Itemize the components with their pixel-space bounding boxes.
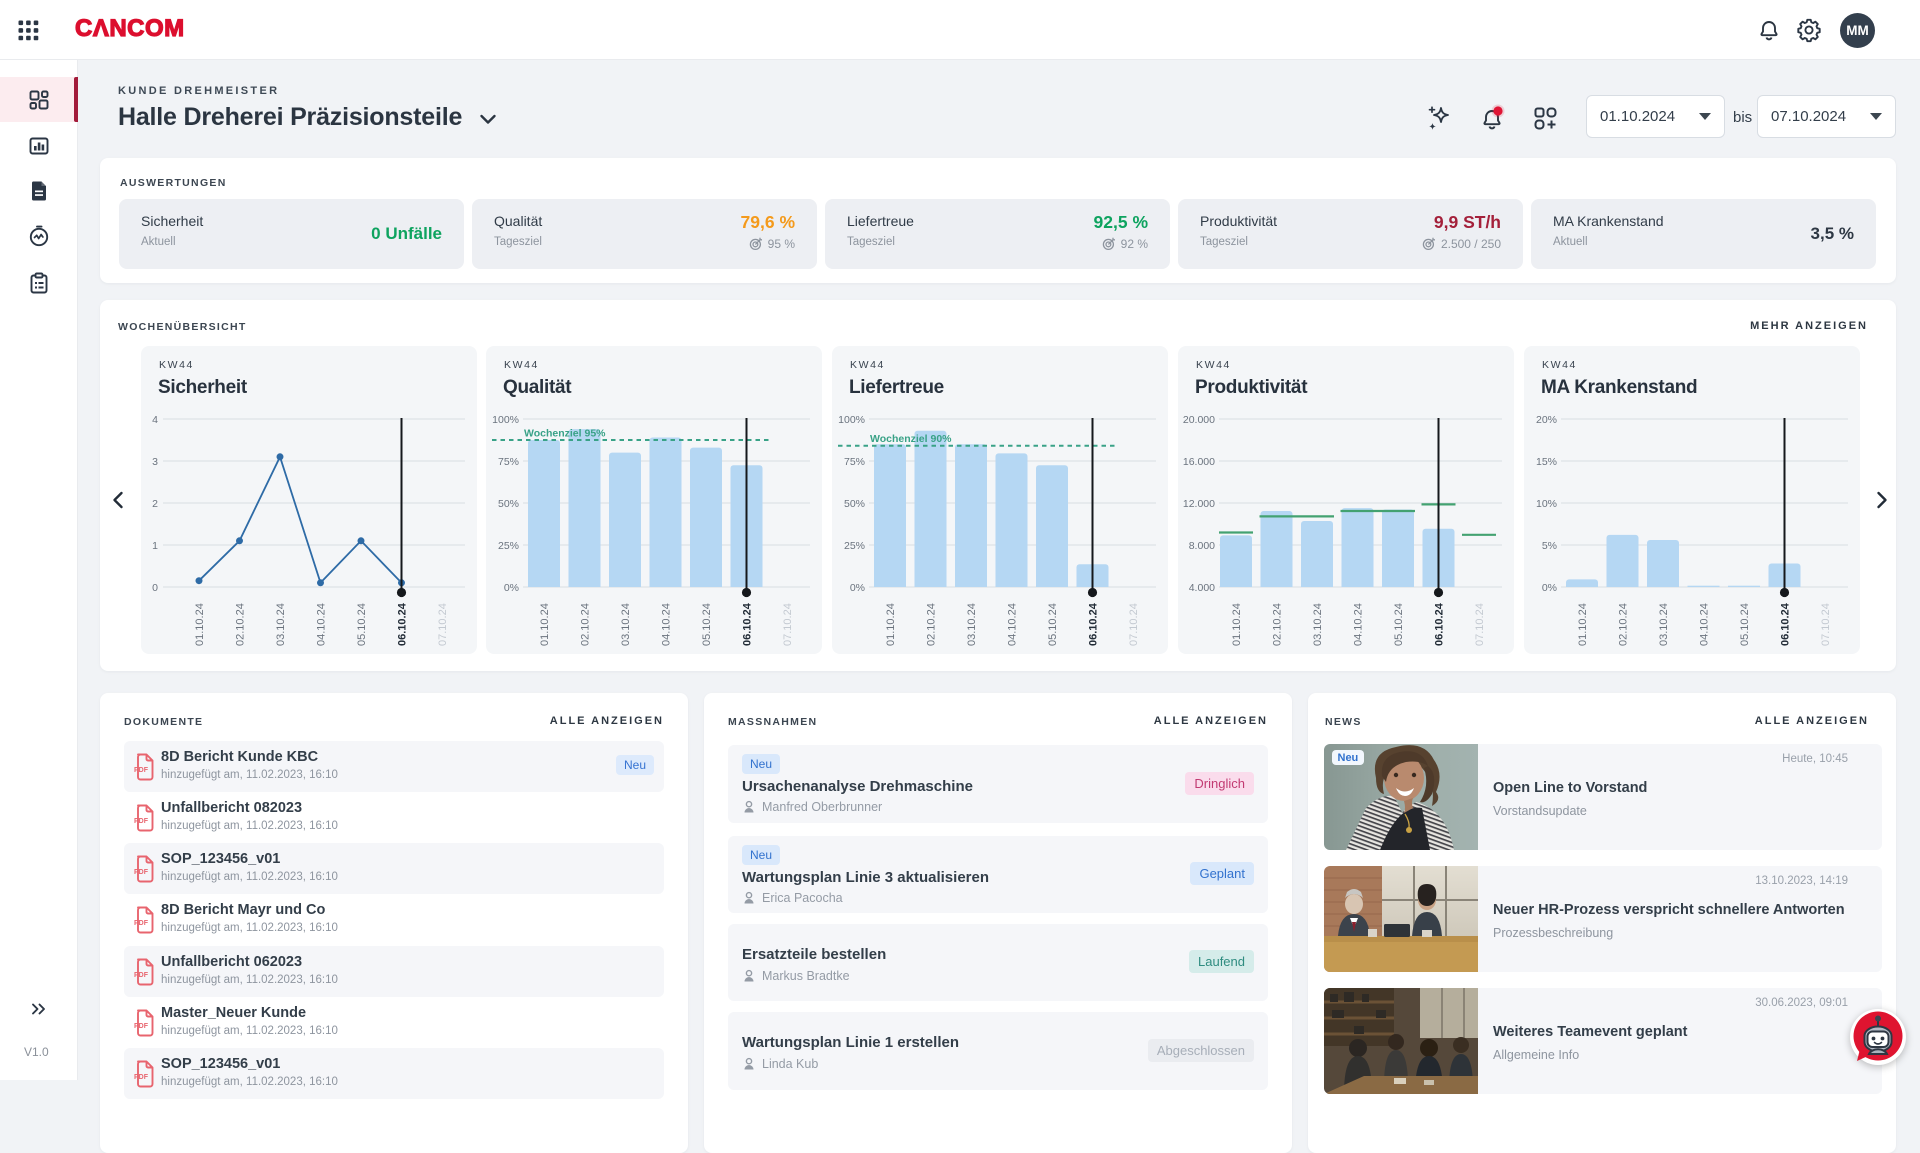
svg-text:100%: 100% — [838, 414, 865, 426]
svg-text:25%: 25% — [498, 540, 519, 552]
svg-text:Qualität: Qualität — [503, 377, 572, 398]
svg-text:Liefertreue: Liefertreue — [849, 377, 944, 398]
svg-text:06.10.24: 06.10.24 — [742, 602, 754, 646]
svg-text:03.10.24: 03.10.24 — [1658, 603, 1670, 646]
svg-text:04.10.24: 04.10.24 — [1353, 603, 1365, 646]
svg-text:4.000: 4.000 — [1189, 582, 1215, 594]
svg-text:03.10.24: 03.10.24 — [1312, 603, 1324, 646]
svg-text:Wochenziel 90%: Wochenziel 90% — [870, 433, 952, 445]
svg-text:0%: 0% — [504, 582, 519, 594]
svg-text:06.10.24: 06.10.24 — [1780, 602, 1792, 646]
svg-text:01.10.24: 01.10.24 — [885, 603, 897, 646]
svg-text:01.10.24: 01.10.24 — [539, 603, 551, 646]
svg-text:25%: 25% — [844, 540, 865, 552]
svg-text:07.10.24: 07.10.24 — [1820, 603, 1832, 646]
svg-text:PDF: PDF — [134, 818, 149, 825]
svg-text:75%: 75% — [498, 456, 519, 468]
svg-text:02.10.24: 02.10.24 — [926, 603, 938, 646]
svg-text:04.10.24: 04.10.24 — [661, 603, 673, 646]
svg-text:5%: 5% — [1542, 540, 1557, 552]
svg-text:15%: 15% — [1536, 456, 1557, 468]
svg-text:02.10.24: 02.10.24 — [580, 603, 592, 646]
svg-text:20.000: 20.000 — [1183, 414, 1215, 426]
svg-text:20%: 20% — [1536, 414, 1557, 426]
svg-text:07.10.24: 07.10.24 — [782, 603, 794, 646]
svg-text:75%: 75% — [844, 456, 865, 468]
svg-text:04.10.24: 04.10.24 — [1007, 603, 1019, 646]
svg-text:03.10.24: 03.10.24 — [275, 603, 287, 646]
svg-text:3: 3 — [152, 456, 158, 468]
svg-text:07.10.24: 07.10.24 — [1474, 603, 1486, 646]
svg-text:03.10.24: 03.10.24 — [620, 603, 632, 646]
svg-text:02.10.24: 02.10.24 — [234, 603, 246, 646]
svg-text:8.000: 8.000 — [1189, 540, 1215, 552]
svg-text:12.000: 12.000 — [1183, 498, 1215, 510]
svg-text:07.10.24: 07.10.24 — [1128, 603, 1140, 646]
svg-text:PDF: PDF — [134, 920, 149, 927]
svg-text:05.10.24: 05.10.24 — [356, 603, 368, 646]
svg-text:10%: 10% — [1536, 498, 1557, 510]
svg-text:100%: 100% — [493, 414, 520, 426]
svg-text:01.10.24: 01.10.24 — [194, 603, 206, 646]
svg-text:4: 4 — [152, 414, 158, 426]
svg-text:16.000: 16.000 — [1183, 456, 1215, 468]
svg-text:PDF: PDF — [134, 767, 149, 774]
svg-text:2: 2 — [152, 498, 158, 510]
svg-text:04.10.24: 04.10.24 — [1699, 603, 1711, 646]
svg-text:PDF: PDF — [134, 972, 149, 979]
svg-text:KW44: KW44 — [1196, 359, 1231, 371]
svg-text:Produktivität: Produktivität — [1195, 377, 1308, 398]
svg-text:0: 0 — [152, 582, 158, 594]
svg-text:05.10.24: 05.10.24 — [1047, 603, 1059, 646]
svg-text:KW44: KW44 — [504, 359, 539, 371]
svg-text:01.10.24: 01.10.24 — [1231, 603, 1243, 646]
svg-text:06.10.24: 06.10.24 — [396, 602, 408, 646]
svg-text:02.10.24: 02.10.24 — [1272, 603, 1284, 646]
svg-text:05.10.24: 05.10.24 — [1393, 603, 1405, 646]
svg-text:04.10.24: 04.10.24 — [315, 603, 327, 646]
svg-text:06.10.24: 06.10.24 — [1434, 602, 1446, 646]
svg-text:KW44: KW44 — [1542, 359, 1577, 371]
svg-text:PDF: PDF — [134, 869, 149, 876]
svg-text:0%: 0% — [1542, 582, 1557, 594]
svg-text:05.10.24: 05.10.24 — [701, 603, 713, 646]
svg-text:Wochenziel 95%: Wochenziel 95% — [524, 428, 606, 440]
svg-text:07.10.24: 07.10.24 — [437, 603, 449, 646]
svg-text:03.10.24: 03.10.24 — [966, 603, 978, 646]
svg-text:PDF: PDF — [134, 1074, 149, 1081]
svg-text:0%: 0% — [850, 582, 865, 594]
svg-text:1: 1 — [152, 540, 158, 552]
svg-text:01.10.24: 01.10.24 — [1577, 603, 1589, 646]
svg-text:PDF: PDF — [134, 1023, 149, 1030]
svg-text:MA Krankenstand: MA Krankenstand — [1541, 377, 1697, 398]
svg-text:Sicherheit: Sicherheit — [158, 377, 248, 398]
svg-text:KW44: KW44 — [850, 359, 885, 371]
svg-text:50%: 50% — [498, 498, 519, 510]
svg-text:50%: 50% — [844, 498, 865, 510]
svg-text:06.10.24: 06.10.24 — [1088, 602, 1100, 646]
svg-text:KW44: KW44 — [159, 359, 194, 371]
svg-text:02.10.24: 02.10.24 — [1618, 603, 1630, 646]
svg-text:05.10.24: 05.10.24 — [1739, 603, 1751, 646]
